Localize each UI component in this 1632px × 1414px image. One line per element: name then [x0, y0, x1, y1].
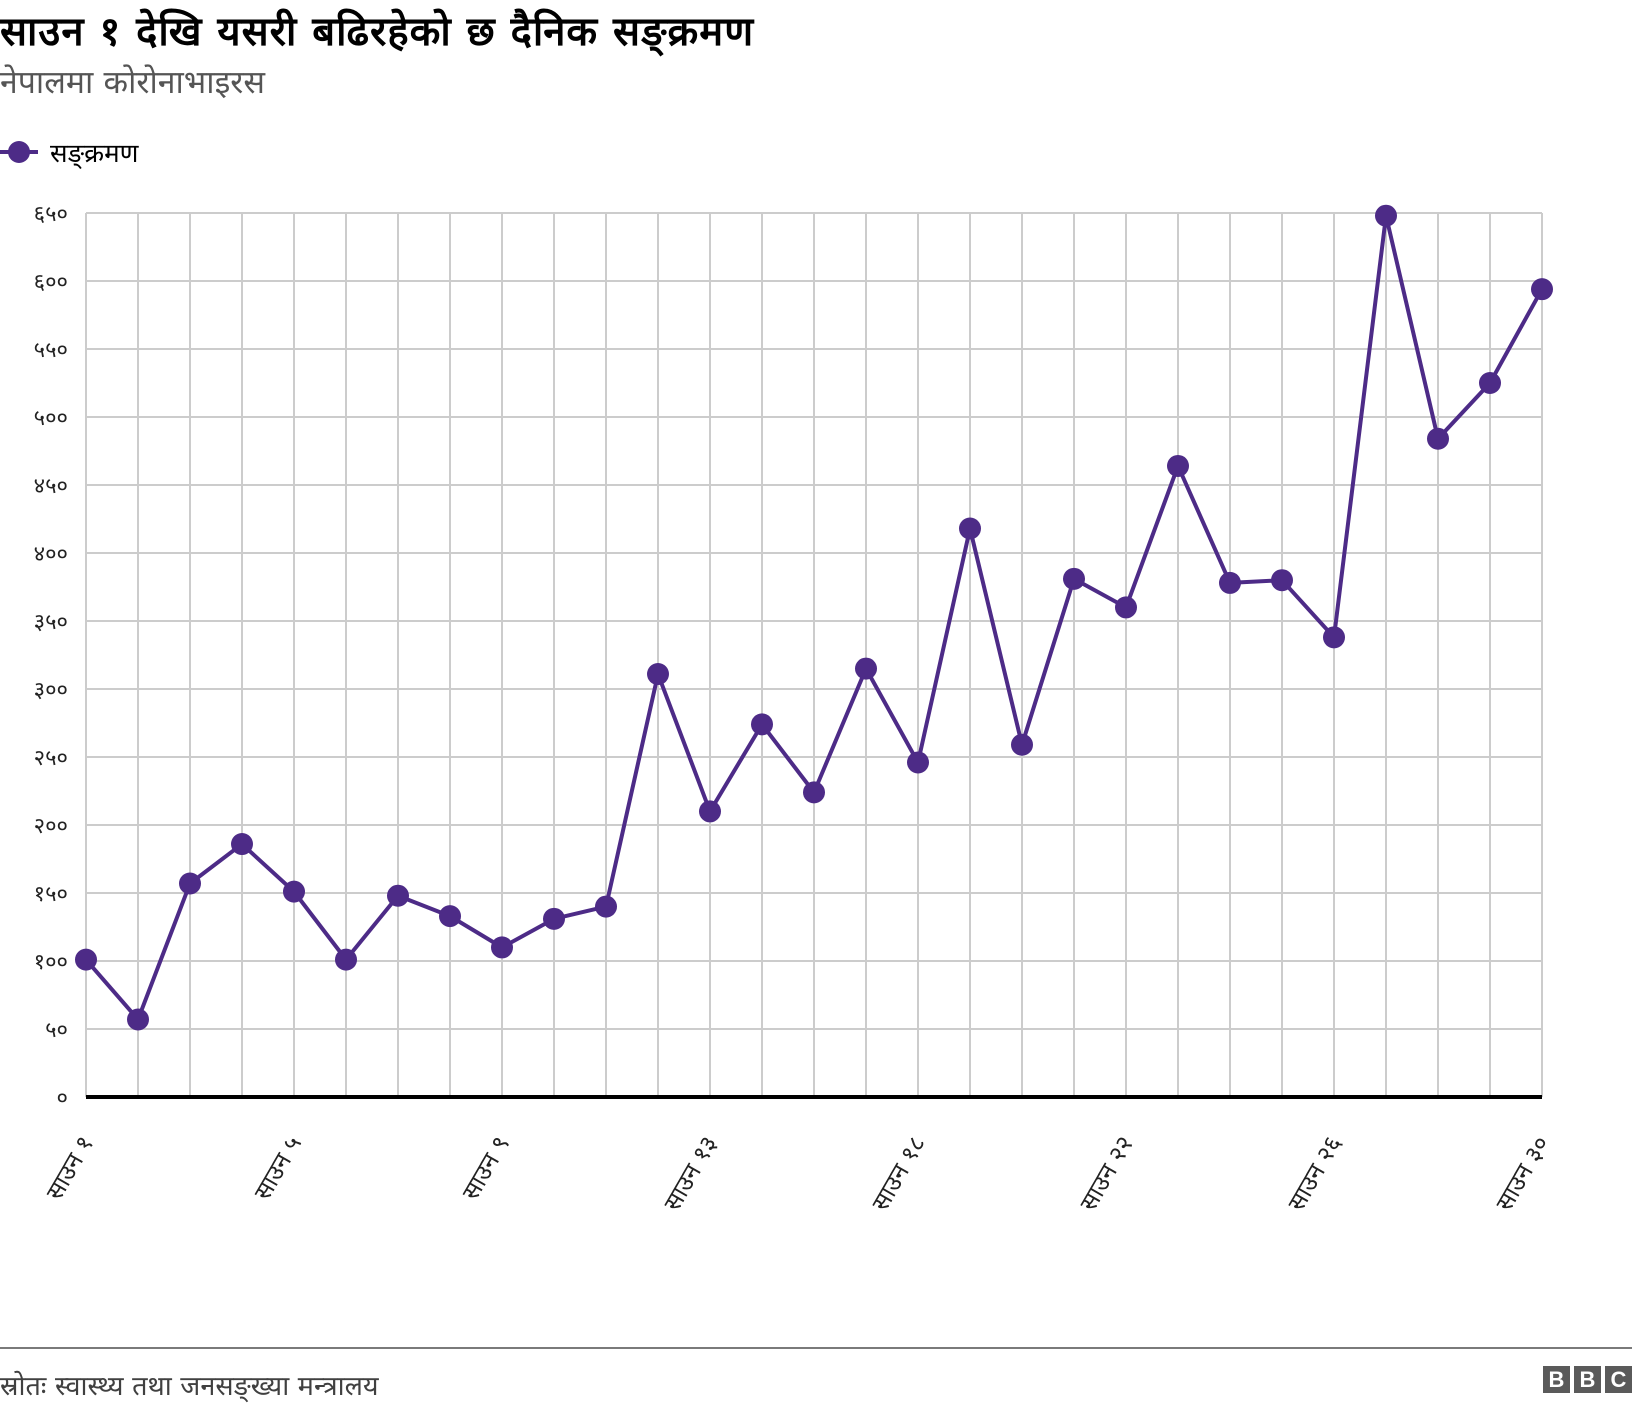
x-tick-label: साउन २६ [1282, 1131, 1347, 1216]
data-point [439, 905, 461, 928]
bbc-logo: B B C [1543, 1366, 1632, 1393]
data-point [179, 872, 201, 895]
data-point [803, 781, 825, 804]
bbc-logo-letter: B [1543, 1366, 1570, 1393]
data-point [127, 1008, 149, 1031]
data-point [647, 663, 669, 686]
data-point [231, 833, 253, 856]
x-tick-label: साउन ९ [456, 1131, 515, 1205]
data-point [1271, 569, 1293, 592]
data-points [75, 204, 1553, 1031]
chart-subtitle: नेपालमा कोरोनाभाइरस [0, 63, 266, 101]
legend: सङ्क्रमण [0, 134, 138, 170]
data-point [1011, 733, 1033, 756]
y-tick-label: ६५० [34, 202, 68, 227]
y-tick-label: ५५० [34, 338, 68, 363]
y-tick-label: १०० [34, 950, 68, 975]
x-tick-label: साउन २२ [1074, 1131, 1139, 1216]
data-point [1323, 626, 1345, 649]
x-tick-label: साउन ५ [248, 1131, 307, 1205]
data-point [959, 517, 981, 540]
data-point [1167, 454, 1189, 477]
data-point [1479, 372, 1501, 394]
legend-dot [8, 141, 30, 163]
data-point [1427, 427, 1449, 450]
legend-label: सङ्क्रमण [50, 139, 139, 169]
y-tick-label: ४५० [34, 474, 68, 499]
y-tick-label: ५०० [34, 406, 68, 431]
y-tick-label: ३०० [34, 678, 68, 703]
data-point [699, 800, 721, 823]
x-tick-label: साउन १ [40, 1131, 99, 1205]
data-point [1531, 278, 1553, 301]
data-point [1115, 596, 1137, 619]
x-axis-ticks: साउन १ साउन ५ साउन ९ साउन १३ साउन १८ साउन २२ स… [40, 1131, 1555, 1216]
data-point [543, 907, 565, 930]
x-tick-label: साउन १३ [658, 1131, 723, 1216]
y-tick-label: २५० [34, 746, 68, 771]
grid [85, 212, 1543, 1097]
y-tick-label: २०० [34, 814, 68, 839]
y-axis-ticks: ० ५० १०० १५० २०० २५० ३०० ३५० ४०० ४५० ५०० ५५० ६०० ६५० [34, 202, 68, 1111]
data-point [1063, 567, 1085, 590]
data-point [387, 884, 409, 907]
y-tick-label: ६०० [34, 270, 68, 295]
bbc-logo-letter: B [1574, 1366, 1601, 1393]
chart-title: साउन १ देखि यसरी बढिरहेको छ दैनिक सङ्क्र… [0, 9, 755, 55]
y-tick-label: ० [57, 1086, 68, 1111]
data-point [335, 948, 357, 971]
data-point [907, 751, 929, 774]
data-point [75, 948, 97, 971]
y-tick-label: ४०० [34, 542, 68, 567]
x-tick-label: साउन ३० [1490, 1131, 1555, 1216]
data-point [1219, 571, 1241, 594]
data-point [1375, 204, 1397, 227]
data-point [491, 936, 513, 959]
y-tick-label: ५० [45, 1018, 68, 1043]
legend-line-dot-icon [0, 141, 38, 163]
data-point [595, 895, 617, 918]
x-tick-label: साउन १८ [866, 1131, 931, 1216]
bbc-logo-letter: C [1605, 1366, 1632, 1393]
line-chart: ०५०१००१५०२००२५०३००३५०४००४५०५००५५०६००६५० … [34, 202, 1556, 1216]
data-point [855, 657, 877, 680]
source-note: स्रोतः स्वास्थ्य तथा जनसङ्ख्या मन्त्रालय [0, 1371, 379, 1402]
y-tick-label: १५० [34, 882, 68, 907]
data-point [283, 880, 305, 903]
data-point [751, 713, 773, 736]
y-tick-label: ३५० [34, 610, 68, 635]
footer-divider [0, 1347, 1632, 1349]
